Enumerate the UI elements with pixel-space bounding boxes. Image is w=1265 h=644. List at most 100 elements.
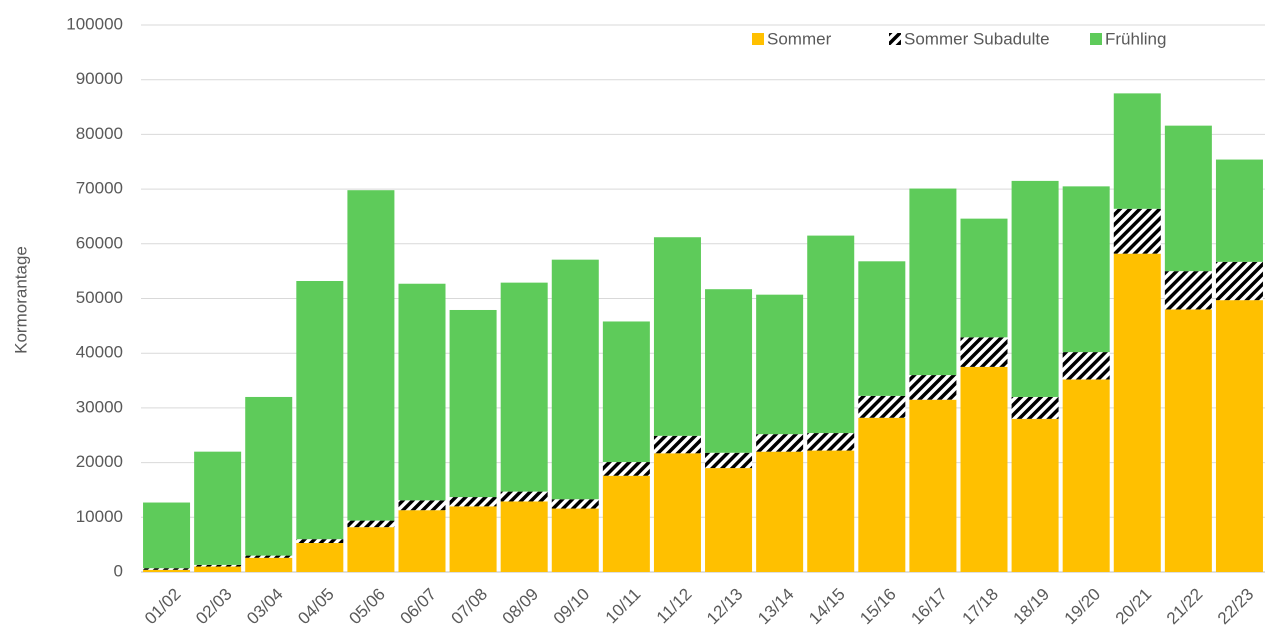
bar-segment bbox=[602, 475, 650, 572]
bar-segment bbox=[705, 452, 753, 469]
x-tick-label: 11/12 bbox=[653, 585, 696, 628]
x-tick-label: 16/17 bbox=[907, 585, 951, 629]
bar-segment bbox=[858, 261, 906, 396]
bar-segment bbox=[398, 500, 446, 511]
bar-segment bbox=[245, 557, 293, 572]
bar-segment bbox=[194, 451, 242, 565]
bar-segment bbox=[551, 508, 599, 572]
bar-segment bbox=[1164, 271, 1212, 310]
bar-segment bbox=[807, 235, 855, 434]
bar-segment bbox=[500, 501, 548, 572]
x-tick-label: 18/19 bbox=[1010, 585, 1054, 629]
bar-segment bbox=[653, 237, 701, 436]
x-tick-label: 06/07 bbox=[396, 585, 440, 629]
bar-segment bbox=[449, 497, 497, 507]
bar-segment bbox=[756, 434, 804, 452]
y-tick-label: 50000 bbox=[76, 288, 123, 307]
bar-segment bbox=[449, 309, 497, 498]
bar-segment bbox=[1113, 208, 1161, 254]
bar-segment bbox=[194, 564, 242, 567]
bar-segment bbox=[807, 450, 855, 572]
bar-segment bbox=[296, 280, 344, 540]
bar-segment bbox=[551, 499, 599, 509]
bar-segment bbox=[1215, 300, 1263, 572]
bar-segment bbox=[705, 468, 753, 572]
bar-segment bbox=[1011, 396, 1059, 419]
bar-segment bbox=[449, 506, 497, 572]
x-tick-label: 12/13 bbox=[703, 585, 747, 629]
legend-swatch bbox=[889, 33, 901, 45]
x-tick-label: 05/06 bbox=[345, 585, 389, 629]
bar-segment bbox=[960, 337, 1008, 367]
bar-segment bbox=[1062, 186, 1110, 353]
y-axis-label: Kormorantage bbox=[11, 246, 30, 354]
bar-segment bbox=[347, 527, 395, 572]
y-tick-label: 80000 bbox=[76, 124, 123, 143]
x-tick-label: 09/10 bbox=[550, 585, 594, 629]
x-tick-label: 14/15 bbox=[805, 585, 849, 629]
y-tick-label: 90000 bbox=[76, 69, 123, 88]
bar-segment bbox=[551, 259, 599, 500]
x-tick-label: 15/16 bbox=[856, 585, 900, 629]
bar-segment bbox=[960, 366, 1008, 572]
x-tick-label: 17/18 bbox=[958, 585, 1002, 629]
bar-segment bbox=[347, 190, 395, 521]
bar-segment bbox=[143, 569, 191, 572]
x-tick-label: 13/14 bbox=[754, 585, 798, 629]
bar-segment bbox=[653, 435, 701, 454]
bar-segment bbox=[1215, 159, 1263, 262]
bar-segment bbox=[1164, 125, 1212, 272]
bar-segment bbox=[909, 188, 957, 376]
y-tick-label: 40000 bbox=[76, 343, 123, 362]
x-tick-label: 10/11 bbox=[602, 585, 645, 628]
bar-segment bbox=[909, 375, 957, 400]
bar-segment bbox=[1062, 352, 1110, 380]
legend-label: Frühling bbox=[1105, 29, 1166, 48]
bar-segment bbox=[653, 453, 701, 572]
bar-segment bbox=[602, 462, 650, 476]
bar-segment bbox=[705, 289, 753, 453]
bar-segment bbox=[909, 399, 957, 572]
bar-segment bbox=[245, 396, 293, 556]
bar-segment bbox=[143, 502, 191, 569]
y-tick-label: 0 bbox=[114, 561, 123, 580]
x-tick-label: 01/02 bbox=[141, 585, 185, 629]
legend-label: Sommer Subadulte bbox=[904, 29, 1050, 48]
bar-segment bbox=[347, 520, 395, 528]
bar-segment bbox=[1215, 261, 1263, 301]
bar-segment bbox=[807, 433, 855, 451]
x-tick-label: 21/22 bbox=[1163, 585, 1207, 629]
x-tick-label: 20/21 bbox=[1112, 585, 1156, 629]
x-tick-label: 19/20 bbox=[1061, 585, 1105, 629]
bar-segment bbox=[296, 543, 344, 572]
y-tick-label: 70000 bbox=[76, 179, 123, 198]
bar-segment bbox=[1113, 253, 1161, 572]
y-tick-label: 10000 bbox=[76, 507, 123, 526]
x-tick-label: 03/04 bbox=[243, 585, 287, 629]
bar-segment bbox=[500, 491, 548, 502]
x-tick-label: 08/09 bbox=[499, 585, 543, 629]
legend-label: Sommer bbox=[767, 29, 832, 48]
x-tick-label: 04/05 bbox=[294, 585, 338, 629]
bar-segment bbox=[398, 283, 446, 501]
bar-segment bbox=[143, 568, 191, 570]
bar-segment bbox=[602, 321, 650, 463]
bar-segment bbox=[194, 566, 242, 572]
x-tick-label: 07/08 bbox=[448, 585, 492, 629]
y-tick-label: 20000 bbox=[76, 452, 123, 471]
bar-segment bbox=[1164, 309, 1212, 572]
y-tick-label: 100000 bbox=[66, 14, 123, 33]
bar-segment bbox=[1062, 379, 1110, 572]
bar-segment bbox=[756, 294, 804, 435]
bar-segment bbox=[296, 539, 344, 544]
bar-segment bbox=[500, 282, 548, 492]
legend-swatch bbox=[1090, 33, 1102, 45]
bar-segment bbox=[1011, 418, 1059, 572]
bar-segment bbox=[1011, 180, 1059, 397]
y-tick-label: 30000 bbox=[76, 397, 123, 416]
y-tick-label: 60000 bbox=[76, 233, 123, 252]
x-tick-label: 22/23 bbox=[1214, 585, 1258, 629]
bar-segment bbox=[756, 451, 804, 572]
legend-swatch bbox=[752, 33, 764, 45]
